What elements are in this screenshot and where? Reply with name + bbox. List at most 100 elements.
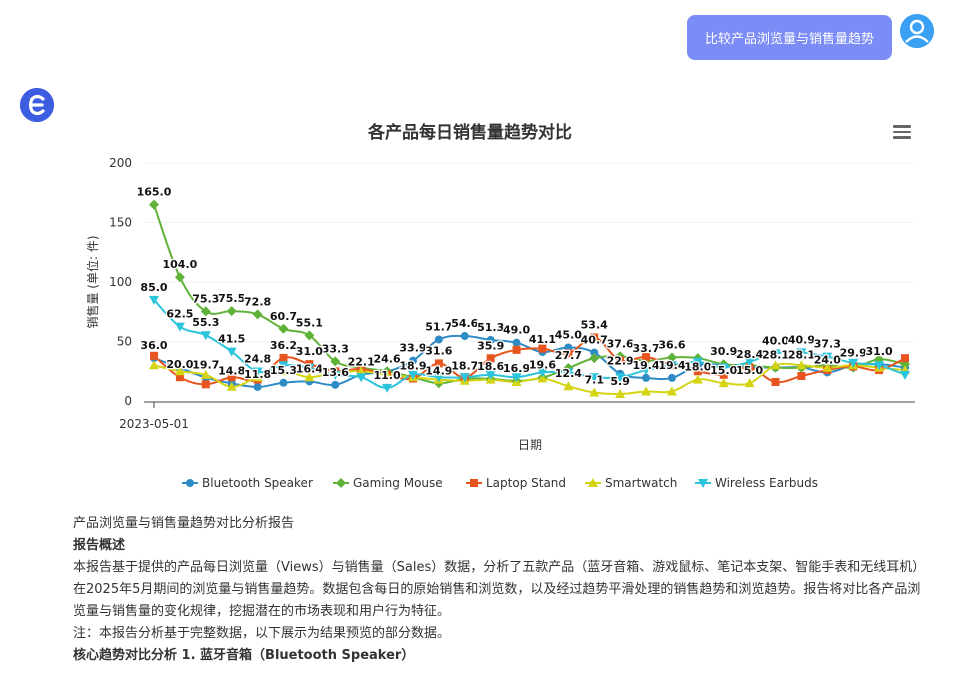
overview-title: 报告概述 xyxy=(73,538,126,553)
data-label-gaming-mouse: 33.7 xyxy=(632,342,659,355)
data-label-bluetooth-speaker: 28.1 xyxy=(788,349,815,362)
data-label-wireless-earbuds: 85.0 xyxy=(140,281,167,294)
data-point-bluetooth-speaker xyxy=(434,335,443,344)
data-point-laptop-stand xyxy=(486,354,495,363)
data-point-wireless-earbuds xyxy=(796,348,807,358)
data-point-smartwatch xyxy=(278,366,289,376)
data-point-laptop-stand xyxy=(590,333,599,342)
data-point-smartwatch xyxy=(718,378,729,388)
data-point-wireless-earbuds xyxy=(200,331,211,341)
data-point-wireless-earbuds xyxy=(900,370,910,380)
data-label-wireless-earbuds: 11.0 xyxy=(373,369,400,382)
data-label-gaming-mouse: 165.0 xyxy=(137,186,172,199)
data-point-wireless-earbuds xyxy=(174,322,185,332)
data-label-wireless-earbuds: 55.3 xyxy=(192,316,219,329)
data-point-smartwatch xyxy=(641,386,652,396)
data-point-smartwatch xyxy=(666,386,677,396)
data-label-smartwatch: 15.0 xyxy=(736,364,763,377)
data-label-bluetooth-speaker: 29.9 xyxy=(840,346,867,359)
data-label-wireless-earbuds: 62.5 xyxy=(166,308,193,321)
data-point-smartwatch xyxy=(692,374,703,384)
data-label-bluetooth-speaker: 24.0 xyxy=(814,353,841,366)
y-tick-label: 200 xyxy=(109,156,132,170)
y-tick-label: 50 xyxy=(117,335,132,349)
data-point-bluetooth-speaker xyxy=(512,338,521,347)
data-point-gaming-mouse xyxy=(330,356,341,367)
data-point-laptop-stand xyxy=(797,372,806,381)
user-message-bubble: 比较产品浏览量与销售量趋势 xyxy=(687,15,892,60)
data-label-wireless-earbuds: 41.5 xyxy=(218,333,245,346)
data-point-bluetooth-speaker xyxy=(279,378,288,387)
data-label-gaming-mouse: 16.9 xyxy=(503,362,530,375)
data-label-gaming-mouse: 60.7 xyxy=(270,310,297,323)
legend-label: Wireless Earbuds xyxy=(715,476,818,490)
data-point-laptop-stand xyxy=(642,352,651,361)
data-point-wireless-earbuds xyxy=(330,370,341,380)
data-label-gaming-mouse: 55.1 xyxy=(296,316,323,329)
legend-item-wireless-earbuds[interactable]: Wireless Earbuds xyxy=(695,476,818,490)
data-point-wireless-earbuds xyxy=(407,370,418,380)
data-point-laptop-stand xyxy=(564,349,573,358)
legend-label: Gaming Mouse xyxy=(353,476,443,490)
data-label-bluetooth-speaker: 16.4 xyxy=(296,362,323,375)
data-label-bluetooth-speaker: 51.7 xyxy=(425,320,452,333)
data-point-wireless-earbuds xyxy=(459,373,470,383)
hamburger-menu-icon[interactable] xyxy=(893,125,911,139)
data-label-wireless-earbuds: 40.0 xyxy=(762,334,789,347)
data-label-bluetooth-speaker: 45.0 xyxy=(555,328,582,341)
data-point-laptop-stand xyxy=(279,353,288,362)
data-label-bluetooth-speaker: 36.0 xyxy=(140,339,167,352)
data-point-smartwatch xyxy=(589,387,600,397)
data-point-laptop-stand xyxy=(512,345,521,354)
legend-item-laptop-stand[interactable]: Laptop Stand xyxy=(466,476,566,490)
data-point-laptop-stand xyxy=(901,354,909,363)
data-label-bluetooth-speaker: 49.0 xyxy=(503,324,530,337)
data-point-wireless-earbuds xyxy=(356,373,367,383)
data-label-bluetooth-speaker: 54.6 xyxy=(451,317,478,330)
data-label-smartwatch: 12.4 xyxy=(555,367,582,380)
data-point-smartwatch xyxy=(796,360,807,370)
data-label-wireless-earbuds: 37.3 xyxy=(814,338,841,351)
data-point-gaming-mouse xyxy=(252,309,263,320)
data-label-gaming-mouse: 72.8 xyxy=(244,295,271,308)
data-label-bluetooth-speaker: 51.3 xyxy=(477,321,504,334)
data-label-bluetooth-speaker: 14.8 xyxy=(218,364,245,377)
data-label-laptop-stand: 20.0 xyxy=(166,358,193,371)
data-point-bluetooth-speaker xyxy=(253,382,262,391)
data-point-bluetooth-speaker xyxy=(486,335,495,344)
legend-item-smartwatch[interactable]: Smartwatch xyxy=(585,476,677,490)
legend-item-gaming-mouse[interactable]: Gaming Mouse xyxy=(333,476,443,490)
data-label-gaming-mouse: 104.0 xyxy=(162,258,197,271)
data-point-wireless-earbuds xyxy=(485,370,496,380)
analysis-report: 产品浏览量与销售量趋势对比分析报告 报告概述 本报告基于提供的产品每日浏览量（V… xyxy=(73,513,923,667)
data-point-gaming-mouse xyxy=(278,323,289,334)
data-point-smartwatch xyxy=(615,388,626,398)
data-point-wireless-earbuds xyxy=(252,367,263,377)
data-point-gaming-mouse xyxy=(304,330,315,341)
legend-item-bluetooth-speaker[interactable]: Bluetooth Speaker xyxy=(182,476,313,490)
bot-logo-icon xyxy=(20,88,54,122)
data-point-smartwatch xyxy=(174,366,185,376)
data-label-laptop-stand: 35.9 xyxy=(477,339,504,352)
data-point-smartwatch xyxy=(200,369,211,379)
data-point-gaming-mouse xyxy=(226,306,237,317)
data-point-wireless-earbuds xyxy=(874,361,885,371)
data-label-smartwatch: 15.0 xyxy=(710,364,737,377)
data-point-wireless-earbuds xyxy=(615,373,626,383)
user-avatar-icon[interactable] xyxy=(900,14,934,48)
user-message-text: 比较产品浏览量与销售量趋势 xyxy=(704,32,874,47)
data-point-laptop-stand xyxy=(771,377,780,386)
data-point-wireless-earbuds xyxy=(433,373,444,383)
data-point-smartwatch xyxy=(304,372,315,382)
data-label-bluetooth-speaker: 22.9 xyxy=(607,355,634,368)
data-point-gaming-mouse xyxy=(174,272,185,283)
data-point-laptop-stand xyxy=(201,380,210,389)
data-point-laptop-stand xyxy=(719,370,728,379)
y-tick-label: 0 xyxy=(124,394,132,408)
data-point-wireless-earbuds xyxy=(718,363,729,373)
data-label-bluetooth-speaker: 31.0 xyxy=(866,345,893,358)
chart-title: 各产品每日销售量趋势对比 xyxy=(368,123,572,143)
x-tick-label: 2023-05-01 xyxy=(119,417,189,431)
data-label-gaming-mouse: 30.9 xyxy=(710,345,737,358)
data-label-bluetooth-speaker: 22.1 xyxy=(348,356,375,369)
